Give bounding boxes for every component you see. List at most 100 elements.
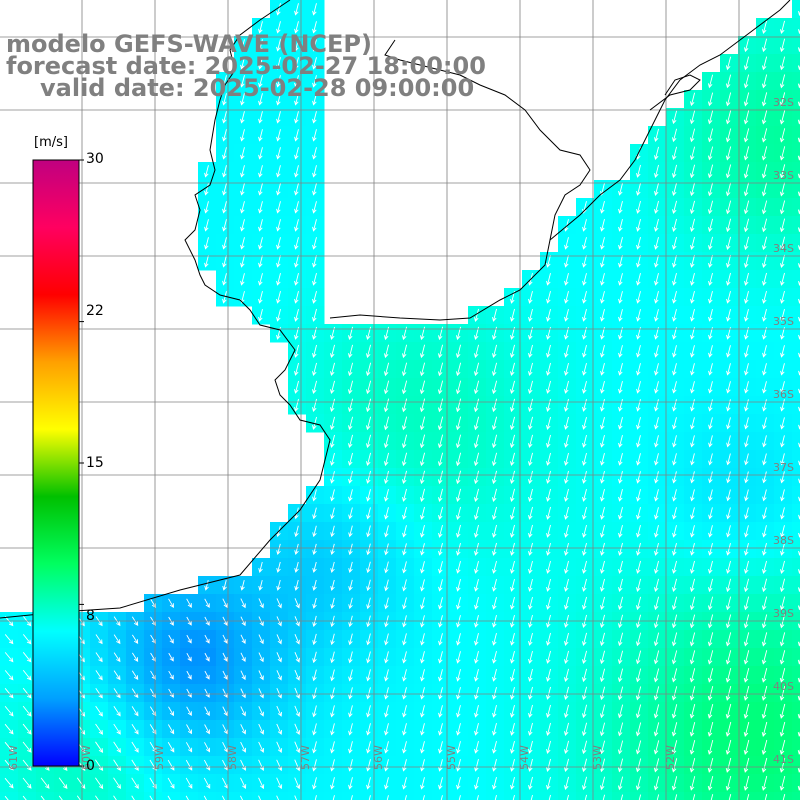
wind-cell bbox=[792, 306, 800, 325]
wind-arrow bbox=[492, 597, 497, 610]
wind-arrow bbox=[708, 507, 713, 520]
wind-arrow bbox=[779, 128, 786, 143]
wind-cell bbox=[612, 792, 631, 800]
wind-arrow bbox=[600, 417, 605, 430]
wind-arrow bbox=[726, 309, 731, 322]
wind-arrow bbox=[618, 542, 623, 556]
wind-arrow bbox=[258, 777, 265, 790]
wind-arrow bbox=[258, 759, 265, 771]
wind-arrow bbox=[222, 183, 227, 196]
wind-arrow bbox=[600, 488, 605, 502]
wind-arrow bbox=[330, 489, 335, 502]
wind-arrow bbox=[456, 597, 461, 610]
wind-arrow bbox=[401, 362, 408, 377]
wind-arrow bbox=[690, 543, 695, 556]
wind-arrow bbox=[654, 200, 659, 214]
wind-arrow bbox=[761, 236, 768, 251]
wind-arrow bbox=[528, 416, 533, 431]
wind-arrow bbox=[294, 273, 299, 286]
wind-arrow bbox=[618, 255, 623, 268]
wind-arrow bbox=[492, 723, 497, 736]
wind-arrow bbox=[690, 417, 695, 430]
wind-arrow bbox=[690, 363, 695, 376]
wind-arrow bbox=[4, 652, 14, 663]
wind-arrow bbox=[780, 272, 785, 286]
wind-arrow bbox=[744, 399, 749, 412]
wind-arrow bbox=[491, 452, 498, 467]
wind-arrow bbox=[240, 111, 245, 124]
wind-arrow bbox=[330, 597, 335, 610]
wind-arrow bbox=[690, 254, 695, 268]
wind-arrow bbox=[708, 309, 713, 322]
wind-arrow bbox=[347, 416, 354, 431]
wind-arrow bbox=[95, 670, 103, 681]
wind-arrow bbox=[368, 795, 371, 800]
wind-arrow bbox=[653, 704, 660, 719]
wind-arrow bbox=[258, 147, 263, 160]
wind-arrow bbox=[654, 182, 659, 196]
wind-arrow bbox=[383, 416, 390, 431]
wind-arrow bbox=[618, 182, 623, 196]
wind-arrow bbox=[366, 489, 371, 502]
wind-arrow bbox=[40, 777, 50, 789]
wind-cell bbox=[792, 450, 800, 469]
wind-arrow bbox=[312, 201, 317, 214]
wind-arrow bbox=[528, 650, 533, 664]
wind-arrow bbox=[258, 561, 263, 573]
wind-arrow bbox=[528, 524, 533, 538]
wind-cell bbox=[792, 432, 800, 451]
wind-arrow bbox=[420, 488, 425, 502]
wind-arrow bbox=[509, 398, 516, 413]
wind-arrow bbox=[419, 452, 426, 467]
wind-cell bbox=[180, 792, 199, 800]
wind-arrow bbox=[708, 453, 713, 466]
wind-arrow bbox=[761, 739, 768, 755]
wind-arrow bbox=[22, 795, 27, 800]
wind-cell bbox=[486, 792, 505, 800]
wind-arrow bbox=[330, 723, 335, 736]
wind-arrow bbox=[437, 416, 444, 431]
wind-arrow bbox=[761, 632, 768, 647]
wind-arrow bbox=[564, 470, 569, 484]
wind-arrow bbox=[564, 380, 569, 394]
wind-arrow bbox=[294, 741, 301, 754]
wind-arrow bbox=[708, 435, 713, 448]
wind-arrow bbox=[258, 255, 263, 268]
wind-arrow bbox=[654, 525, 659, 538]
wind-arrow bbox=[419, 344, 426, 359]
wind-arrow bbox=[438, 759, 443, 772]
wind-arrow bbox=[276, 75, 281, 88]
wind-arrow bbox=[258, 57, 263, 70]
wind-arrow bbox=[548, 794, 551, 800]
wind-arrow bbox=[420, 543, 425, 556]
wind-arrow bbox=[294, 380, 299, 394]
wind-arrow bbox=[743, 703, 750, 719]
wind-arrow bbox=[564, 416, 569, 430]
wind-arrow bbox=[636, 560, 641, 574]
wind-arrow bbox=[222, 724, 228, 735]
wind-arrow bbox=[474, 723, 479, 736]
wind-arrow bbox=[510, 758, 515, 772]
wind-cell bbox=[738, 792, 757, 800]
wind-arrow bbox=[762, 309, 767, 322]
wind-arrow bbox=[258, 688, 264, 699]
wind-arrow bbox=[762, 507, 767, 520]
wind-arrow bbox=[113, 688, 121, 699]
wind-arrow bbox=[672, 399, 677, 412]
wind-arrow bbox=[546, 560, 551, 574]
wind-arrow bbox=[474, 669, 479, 682]
wind-arrow bbox=[582, 560, 587, 574]
wind-arrow bbox=[474, 579, 479, 592]
wind-arrow bbox=[761, 182, 768, 197]
latitude-label: 38S bbox=[773, 534, 794, 547]
wind-arrow bbox=[476, 795, 479, 800]
wind-arrow bbox=[294, 219, 299, 232]
wind-arrow bbox=[294, 21, 299, 34]
wind-cell bbox=[198, 792, 217, 800]
wind-arrow bbox=[386, 795, 389, 800]
wind-arrow bbox=[546, 524, 551, 538]
wind-cell bbox=[792, 378, 800, 397]
wind-cell bbox=[306, 792, 325, 800]
wind-arrow bbox=[383, 452, 390, 467]
wind-arrow bbox=[546, 650, 551, 664]
